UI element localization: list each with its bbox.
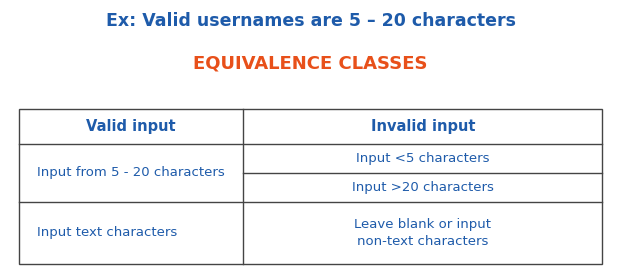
Text: Invalid input: Invalid input (371, 119, 475, 134)
Text: EQUIVALENCE CLASSES: EQUIVALENCE CLASSES (193, 54, 428, 72)
Text: Input text characters: Input text characters (37, 226, 178, 239)
Bar (19, 109, 602, 264)
Text: Input from 5 - 20 characters: Input from 5 - 20 characters (37, 166, 225, 179)
Text: Input >20 characters: Input >20 characters (352, 181, 494, 194)
Text: Input <5 characters: Input <5 characters (356, 152, 489, 165)
Text: Leave blank or input
non-text characters: Leave blank or input non-text characters (355, 218, 491, 248)
Text: Ex: Valid usernames are 5 – 20 characters: Ex: Valid usernames are 5 – 20 character… (106, 12, 515, 30)
Text: Valid input: Valid input (86, 119, 176, 134)
